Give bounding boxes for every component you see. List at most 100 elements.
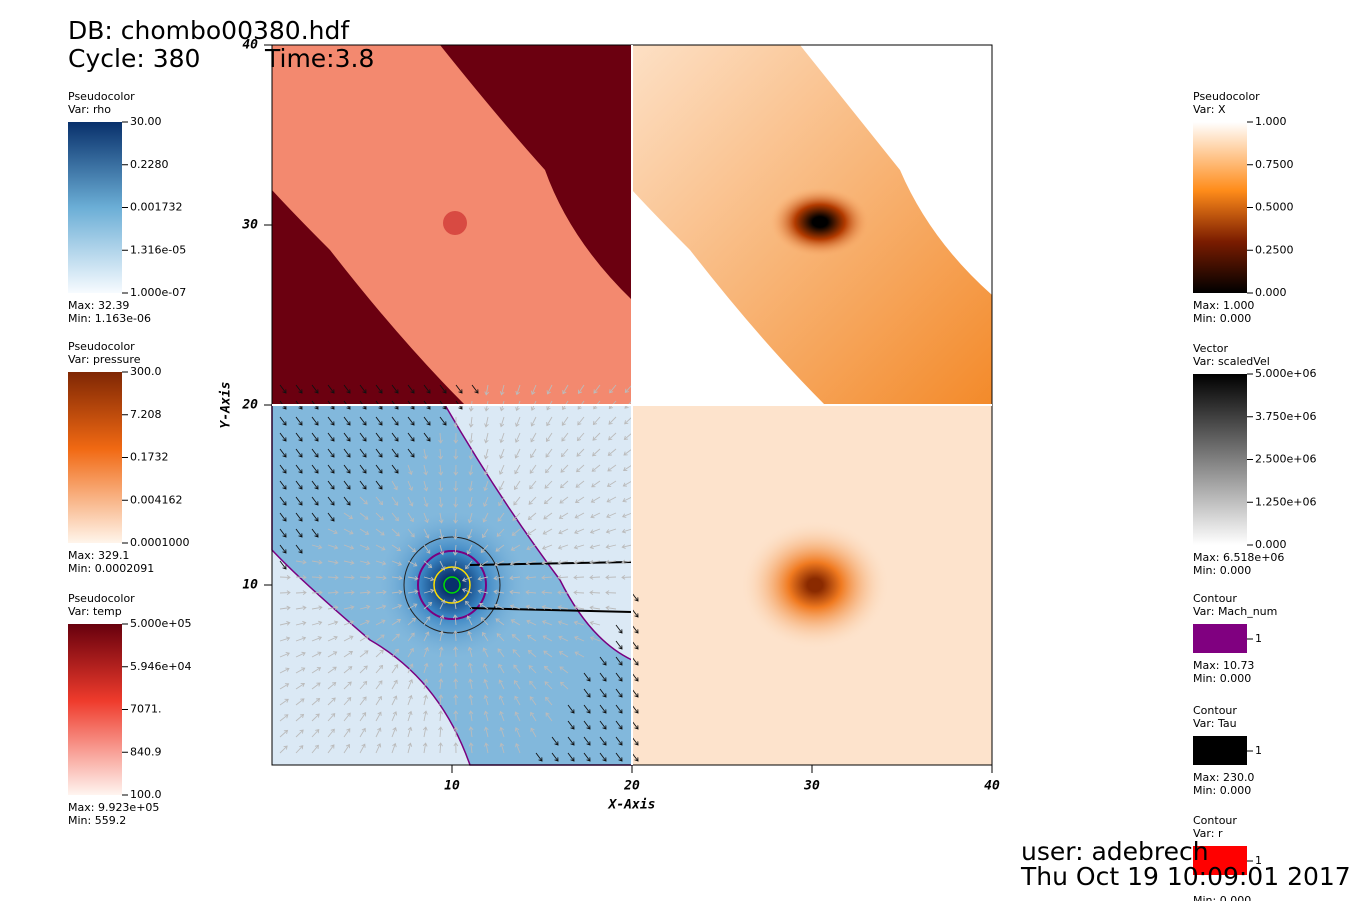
vector-arrow — [375, 464, 383, 474]
vector-arrow — [279, 544, 287, 554]
vector-arrow — [514, 727, 521, 738]
vector-arrow — [608, 432, 617, 441]
legend-max: Max: 230.0 — [1193, 771, 1254, 784]
vector-arrow — [453, 710, 459, 722]
vector-arrow — [343, 560, 355, 565]
vector-arrow — [483, 710, 489, 722]
vector-arrow — [359, 696, 367, 706]
r-contour — [433, 566, 471, 604]
vector-arrow — [391, 648, 399, 658]
vector-arrow — [311, 697, 321, 706]
vector-arrow — [407, 464, 413, 476]
vector-arrow — [375, 649, 384, 658]
vector-arrow — [560, 464, 569, 473]
vector-arrow — [482, 647, 489, 658]
vector-arrow — [465, 560, 473, 570]
vector-arrow — [498, 663, 505, 674]
vector-arrow — [295, 667, 306, 674]
vector-arrow — [295, 416, 303, 426]
vector-arrow — [493, 589, 505, 595]
vector-arrow — [279, 590, 291, 596]
x-tick-label: 20 — [623, 779, 640, 794]
vector-arrow — [375, 743, 382, 754]
contour-swatch — [1193, 624, 1247, 653]
legend-label: 0.000 — [1255, 538, 1287, 551]
vector-arrow — [359, 575, 371, 580]
legend-label: 100.0 — [130, 788, 162, 801]
vector-arrow — [391, 416, 399, 426]
vector-arrow — [438, 662, 444, 674]
vector-arrow — [621, 574, 633, 580]
vector-arrow — [583, 688, 591, 698]
vector-arrow — [546, 432, 553, 443]
vector-arrow — [515, 416, 521, 428]
vector-arrow — [311, 432, 319, 442]
vector-arrow — [327, 416, 335, 426]
vector-arrow — [423, 710, 428, 722]
vector-arrow — [484, 742, 489, 754]
legend-label: 30.00 — [130, 115, 162, 128]
vector-arrow — [495, 544, 505, 552]
vector-arrow — [327, 620, 339, 626]
vector-arrow — [439, 614, 445, 626]
vector-arrow — [295, 464, 303, 474]
vector-arrow — [279, 621, 291, 626]
legend-var: Var: temp — [68, 605, 122, 618]
legend-min: Min: 0.000 — [1193, 564, 1251, 577]
vector-arrow — [343, 480, 351, 490]
vector-arrow — [295, 384, 303, 394]
vector-arrow — [609, 384, 617, 394]
colorbar — [1193, 122, 1247, 293]
vector-arrow — [468, 416, 474, 428]
vector-arrow — [423, 464, 428, 476]
vector-arrow — [621, 528, 633, 534]
vector-arrow — [583, 752, 591, 762]
legend-label: 840.9 — [130, 745, 162, 758]
legend-max: Max: 6.518e+06 — [1193, 551, 1284, 564]
vector-arrow — [391, 604, 403, 610]
vector-arrow — [423, 694, 428, 706]
vector-arrow — [438, 710, 444, 722]
vector-arrow — [407, 384, 415, 394]
legend-title: Pseudocolor — [1193, 90, 1260, 103]
vector-arrow — [407, 496, 414, 507]
vector-arrow — [391, 496, 399, 506]
vector-arrow — [327, 635, 338, 642]
vector-arrow — [607, 448, 617, 456]
vector-arrow — [453, 646, 458, 658]
legend-title: Contour — [1193, 592, 1237, 605]
vector-arrow — [343, 464, 351, 474]
vector-arrow — [407, 710, 413, 722]
vector-arrow — [407, 560, 418, 567]
vector-arrow — [359, 512, 369, 520]
vector-arrow — [483, 678, 489, 690]
vector-arrow — [279, 745, 288, 754]
vector-arrow — [530, 432, 537, 443]
vector-arrow — [375, 695, 382, 706]
vector-arrow — [375, 384, 383, 394]
vector-arrow — [589, 544, 601, 550]
vector-arrow — [557, 605, 569, 610]
vector-arrow — [423, 616, 431, 626]
vector-arrow — [562, 384, 569, 395]
vector-arrow — [343, 528, 354, 535]
vector-arrow — [605, 590, 617, 596]
vector-arrow — [510, 619, 521, 626]
vector-arrow — [525, 560, 537, 566]
vector-arrow — [477, 589, 489, 594]
vector-arrow — [359, 650, 369, 658]
vector-arrow — [468, 710, 474, 722]
vector-arrow — [583, 736, 591, 746]
vector-arrow — [590, 512, 601, 519]
vector-arrow — [575, 496, 585, 503]
vector-arrow — [499, 448, 505, 460]
vector-arrow — [480, 544, 489, 554]
vector-arrow — [621, 512, 633, 518]
vector-arrow — [511, 634, 521, 642]
legend-max: Max: 329.1 — [68, 549, 129, 562]
date: Thu Oct 19 10:09:01 2017 — [1020, 862, 1351, 891]
vector-arrow — [311, 416, 319, 426]
vector-arrow — [439, 384, 447, 394]
vector-arrow — [327, 697, 336, 706]
legend-label: 1 — [1255, 744, 1262, 757]
